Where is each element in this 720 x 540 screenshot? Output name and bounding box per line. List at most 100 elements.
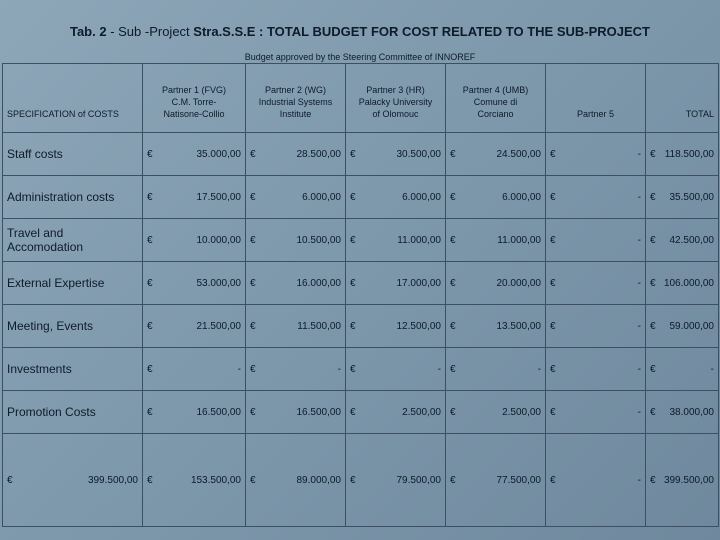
amount: 77.500,00 [496,474,542,486]
cell: €12.500,00 [345,304,446,348]
cell: € - [545,304,646,348]
cell: €10.500,00 [245,218,346,262]
currency: € [550,191,556,203]
column-header: Partner 4 (UMB) Comune di Corciano [445,63,546,133]
cell: €16.500,00 [142,390,246,434]
column-header: Partner 3 (HR) Palacky University of Olo… [345,63,446,133]
cell: €399.500,00 [2,433,143,527]
cell: €11.000,00 [445,218,546,262]
currency: € [450,406,456,418]
amount: - [710,363,714,375]
currency: € [550,320,556,332]
amount: - [637,363,641,375]
currency: € [550,406,556,418]
row-label: External Expertise [2,261,143,305]
amount: - [637,320,641,332]
amount: 38.000,00 [669,406,715,418]
table-row: Promotion Costs €16.500,00 €16.500,00 €2.50… [2,390,719,434]
header-row: SPECIFICATION of COSTS Partner 1 (FVG) C.… [2,63,719,133]
currency: € [450,234,456,246]
cell: € - [245,347,346,391]
cell: € - [445,347,546,391]
title: Tab. 2 - Sub -Project Stra.S.S.E : TOTAL… [0,24,720,39]
amount: 12.500,00 [396,320,442,332]
cell: € - [545,132,646,176]
column-header: SPECIFICATION of COSTS [2,63,143,133]
cell: €59.000,00 [645,304,719,348]
currency: € [350,474,356,486]
currency: € [250,320,256,332]
amount: 106.000,00 [663,277,714,289]
column-header: Partner 1 (FVG) C.M. Torre- Natisone-Col… [142,63,246,133]
cell: €13.500,00 [445,304,546,348]
cell: €38.000,00 [645,390,719,434]
currency: € [550,277,556,289]
currency: € [250,234,256,246]
amount: 30.500,00 [396,148,442,160]
amount: 11.000,00 [397,234,441,246]
currency: € [450,320,456,332]
currency: € [350,148,356,160]
table-row: Administration costs €17.500,00 €6.000,00 €… [2,175,719,219]
currency: € [550,234,556,246]
cell: €30.500,00 [345,132,446,176]
table-row: Investments € - € - € - € - € - € - [2,347,719,391]
row-label: Investments [2,347,143,391]
row-label: Meeting, Events [2,304,143,348]
currency: € [250,277,256,289]
amount: 6.000,00 [302,191,341,203]
cell: € - [645,347,719,391]
currency: € [147,406,153,418]
amount: 59.000,00 [669,320,715,332]
title-part: - Sub -Project [106,24,194,39]
amount: - [637,406,641,418]
amount: 2.500,00 [502,406,541,418]
currency: € [650,277,656,289]
cell: € - [545,433,646,527]
cell: €17.000,00 [345,261,446,305]
amount: 6.000,00 [402,191,441,203]
currency: € [250,474,256,486]
amount: 153.500,00 [190,474,241,486]
cell: €6.000,00 [445,175,546,219]
budget-table: SPECIFICATION of COSTS Partner 1 (FVG) C.… [2,63,719,527]
amount: 2.500,00 [402,406,441,418]
amount: 53.000,00 [196,277,242,289]
currency: € [147,363,153,375]
subtitle: Budget approved by the Steering Committe… [244,52,476,62]
currency: € [147,474,153,486]
amount: 16.000,00 [296,277,342,289]
currency: € [650,148,656,160]
amount: 399.500,00 [87,474,138,486]
amount: 11.500,00 [297,320,341,332]
cell: €35.000,00 [142,132,246,176]
column-header: Partner 2 (WG) Industrial Systems Instit… [245,63,346,133]
row-label: Administration costs [2,175,143,219]
cell: €53.000,00 [142,261,246,305]
table-row: €399.500,00 €153.500,00 €89.000,00 €79.500,… [2,433,719,527]
currency: € [550,148,556,160]
currency: € [147,320,153,332]
currency: € [147,148,153,160]
currency: € [650,320,656,332]
amount: 28.500,00 [296,148,342,160]
title-part: Tab. 2 [69,24,107,39]
cell: €35.500,00 [645,175,719,219]
table-row: Travel and Accomodation €10.000,00 €10.500… [2,218,719,262]
amount: 16.500,00 [296,406,342,418]
cell: €11.000,00 [345,218,446,262]
currency: € [350,277,356,289]
table-row: External Expertise €53.000,00 €16.000,00 €1… [2,261,719,305]
cell: €89.000,00 [245,433,346,527]
cell: €28.500,00 [245,132,346,176]
amount: 24.500,00 [496,148,542,160]
amount: 10.000,00 [196,234,242,246]
currency: € [650,363,656,375]
cell: €118.500,00 [645,132,719,176]
amount: - [537,363,541,375]
amount: 35.000,00 [196,148,242,160]
currency: € [350,406,356,418]
amount: 10.500,00 [296,234,342,246]
cell: € - [545,218,646,262]
currency: € [7,474,13,486]
